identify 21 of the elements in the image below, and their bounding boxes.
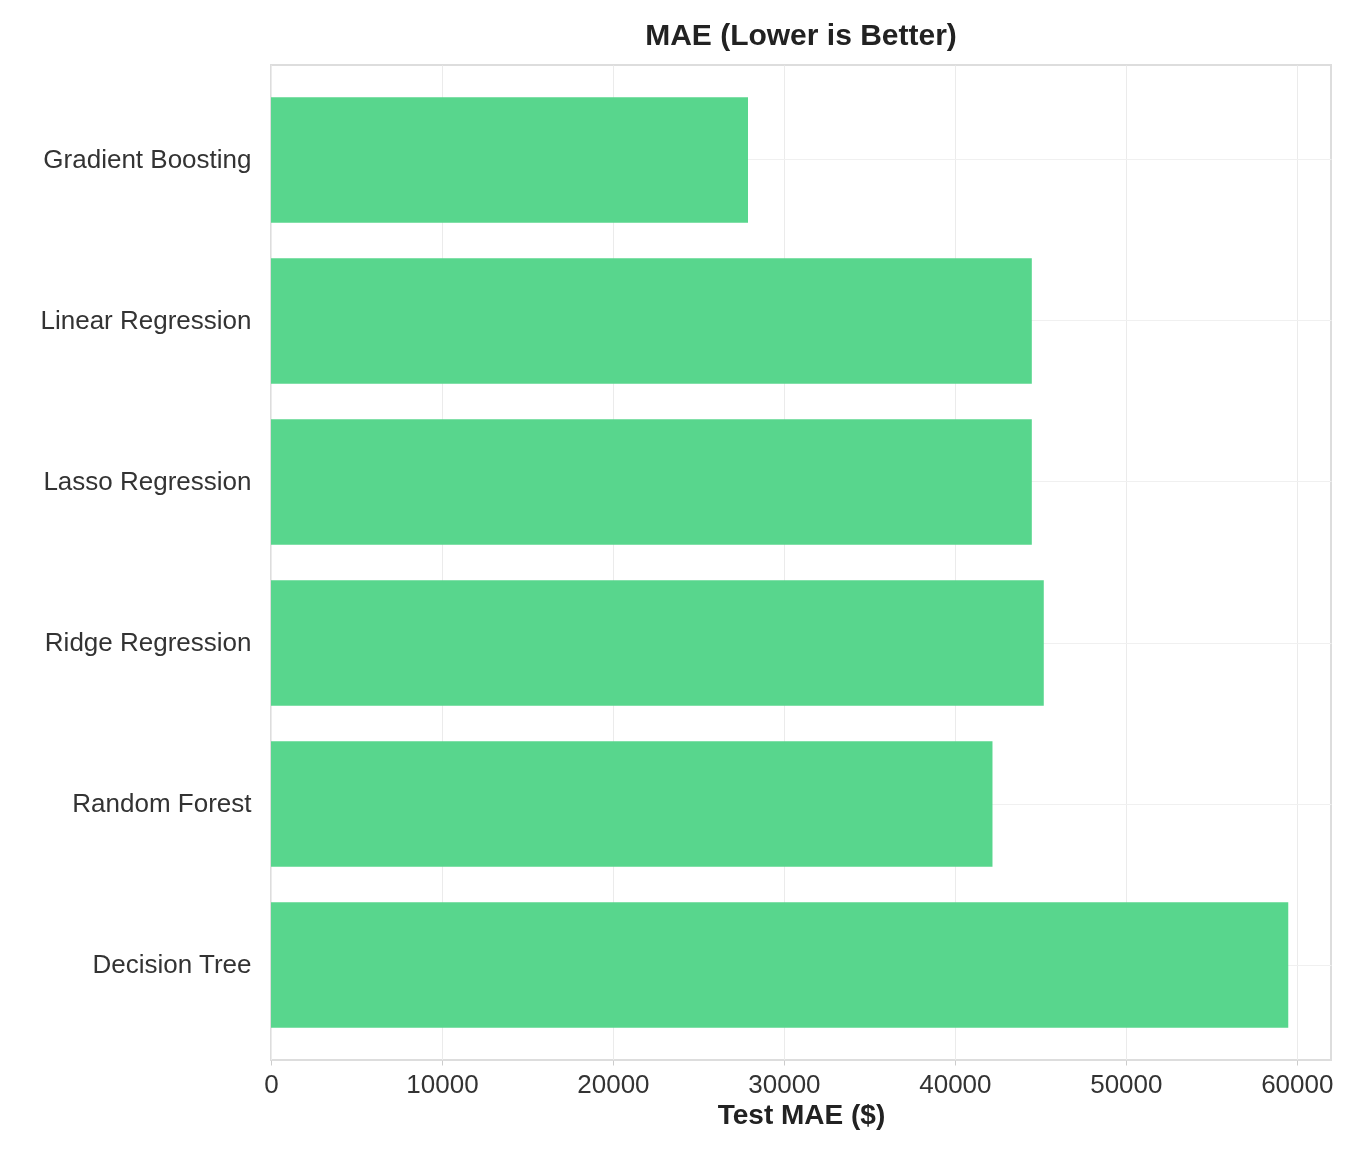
y-tick-label: Decision Tree xyxy=(92,949,252,980)
x-tick-label: 60000 xyxy=(1261,1068,1334,1099)
x-tick-label: 10000 xyxy=(406,1068,479,1099)
y-tick-label: Random Forest xyxy=(72,788,253,818)
y-tick-label: Linear Regression xyxy=(40,305,252,335)
y-tick-label: Lasso Regression xyxy=(43,466,252,496)
bar xyxy=(271,258,1032,384)
chart-title: MAE (Lower is Better) xyxy=(645,18,957,51)
x-tick-label: 20000 xyxy=(577,1068,650,1099)
x-tick-label: 40000 xyxy=(919,1068,992,1099)
x-axis-title: Test MAE ($) xyxy=(717,1098,886,1130)
x-tick-label: 30000 xyxy=(748,1068,821,1099)
bar xyxy=(271,902,1289,1028)
bar xyxy=(271,419,1032,545)
y-tick-label: Ridge Regression xyxy=(44,627,252,657)
x-tick-label: 50000 xyxy=(1090,1068,1163,1099)
x-tick-label: 0 xyxy=(264,1068,279,1099)
bar xyxy=(271,97,748,223)
bar xyxy=(271,741,993,867)
y-tick-label: Gradient Boosting xyxy=(43,143,252,174)
bar xyxy=(271,580,1044,706)
